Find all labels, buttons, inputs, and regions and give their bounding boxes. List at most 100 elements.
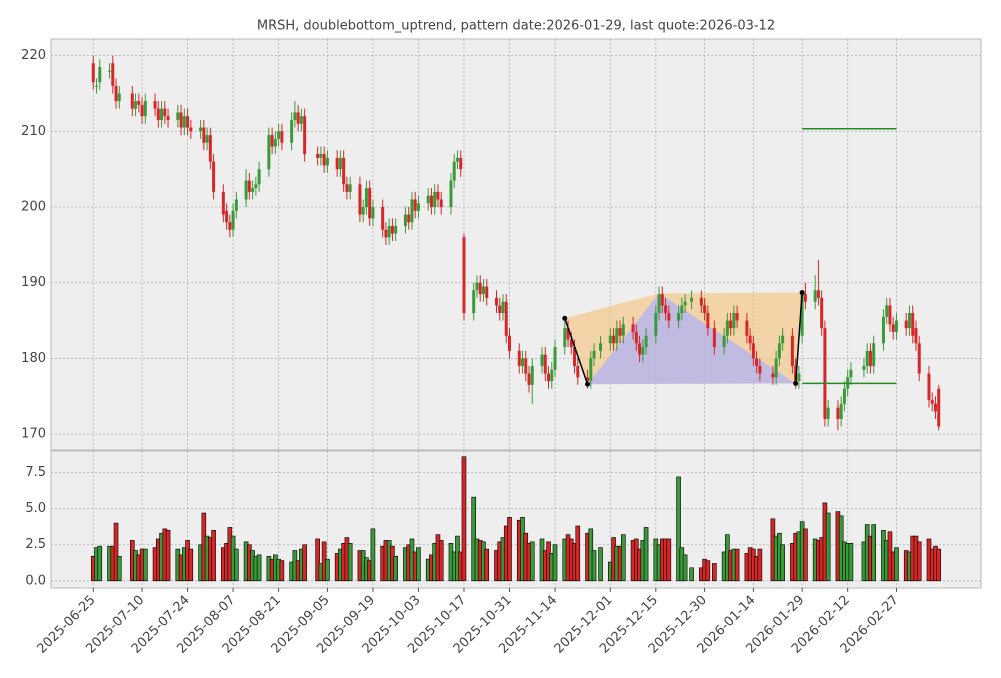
candle-body	[416, 203, 420, 211]
volume-bar	[438, 540, 444, 582]
candle-body	[361, 207, 365, 215]
candle-body	[384, 229, 388, 238]
volume-bar	[666, 538, 672, 582]
volume-bar	[575, 525, 581, 582]
volume-bar	[552, 544, 558, 582]
candle-body	[221, 191, 225, 215]
candle-body	[758, 365, 762, 374]
candle-body	[134, 101, 138, 109]
candle-body	[644, 335, 648, 348]
volume-bar	[621, 534, 626, 582]
volume-bar	[529, 541, 535, 582]
pattern-point	[793, 380, 799, 386]
candle-body	[394, 225, 398, 234]
candle-body	[563, 328, 567, 348]
candle-body	[677, 313, 681, 321]
candle-body	[449, 180, 453, 208]
candle-body	[342, 157, 346, 185]
volume-bar	[113, 522, 119, 582]
candle-body	[566, 328, 570, 340]
candle-body	[462, 237, 466, 313]
candle-body	[621, 324, 625, 336]
candle-body	[140, 104, 144, 117]
candle-body	[586, 377, 590, 382]
candle-body	[881, 316, 885, 344]
candle-body	[839, 403, 843, 419]
candle-body	[712, 328, 716, 348]
candle-body	[325, 157, 329, 166]
candle-body	[914, 328, 918, 344]
candle-body	[836, 407, 840, 419]
candle-body	[335, 157, 339, 170]
candle-body	[231, 210, 235, 230]
volume-bar	[757, 548, 763, 582]
candle-body	[589, 358, 593, 382]
candle-body	[494, 297, 498, 306]
candle-body	[439, 199, 443, 208]
volume-tick-label: 0.0	[25, 573, 46, 588]
chart-title: MRSH, doublebottom_uptrend, pattern date…	[257, 19, 775, 34]
candle-body	[667, 313, 671, 321]
candle-body	[433, 191, 437, 208]
candle-body	[573, 347, 577, 366]
candle-body	[156, 108, 160, 120]
candle-body	[114, 85, 118, 102]
candle-body	[368, 188, 372, 219]
y-tick-label: 200	[21, 200, 46, 215]
candle-body	[228, 222, 232, 230]
candle-body	[299, 116, 303, 124]
volume-bar	[461, 456, 467, 582]
candle-body	[290, 119, 294, 143]
candle-body	[247, 180, 251, 192]
volume-bar	[416, 547, 421, 582]
candle-body	[703, 305, 707, 313]
candle-body	[371, 207, 375, 219]
candle-body	[364, 188, 368, 208]
candle-body	[664, 305, 668, 313]
candle-body	[160, 108, 164, 120]
volume-bar	[484, 548, 490, 582]
candle-body	[553, 347, 557, 370]
candle-body	[631, 324, 635, 332]
candle-body	[501, 301, 505, 313]
candle-body	[592, 350, 596, 359]
volume-bar	[234, 548, 239, 582]
candle-body	[319, 154, 323, 158]
candle-body	[143, 101, 147, 117]
candle-body	[117, 93, 121, 102]
candle-body	[680, 305, 684, 313]
volume-bar	[803, 528, 808, 582]
candle-body	[797, 373, 801, 382]
candle-body	[641, 347, 645, 355]
candle-body	[820, 297, 824, 329]
y-tick-label: 210	[21, 124, 46, 139]
candle-body	[937, 388, 941, 427]
candle-body	[615, 328, 619, 344]
volume-bar	[143, 548, 148, 582]
volume-bar	[689, 567, 694, 582]
candle-body	[338, 157, 342, 170]
candle-body	[189, 127, 193, 132]
candle-body	[254, 184, 258, 189]
candle-body	[95, 85, 99, 87]
volume-tick-label: 5.0	[25, 501, 46, 516]
volume-bar	[848, 542, 854, 582]
candle-body	[208, 135, 212, 162]
candle-body	[455, 157, 459, 162]
volume-bar	[256, 554, 262, 582]
volume-bar	[116, 555, 122, 582]
candle-body	[576, 365, 580, 378]
candle-body	[267, 135, 271, 170]
candle-body	[816, 290, 820, 298]
candle-body	[930, 400, 934, 404]
candle-body	[751, 343, 755, 359]
candle-body	[657, 294, 661, 313]
candle-body	[504, 301, 508, 336]
volume-bar	[643, 527, 649, 582]
candle-body	[410, 199, 414, 223]
candle-body	[933, 403, 937, 412]
candle-body	[550, 369, 554, 382]
volume-bar	[97, 545, 103, 582]
candle-body	[390, 225, 394, 234]
candle-body	[358, 184, 362, 215]
